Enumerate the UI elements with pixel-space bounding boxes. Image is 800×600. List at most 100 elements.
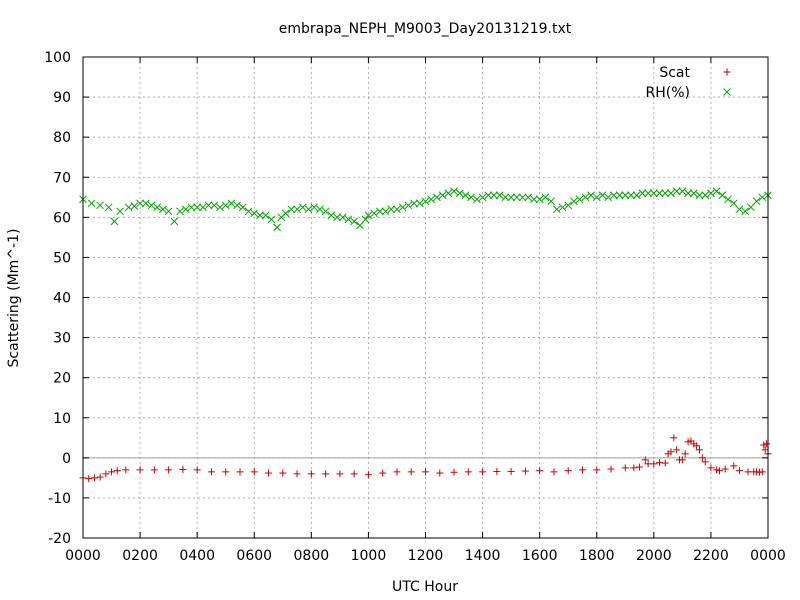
rh-point <box>164 207 173 216</box>
rh-point <box>427 195 436 204</box>
rh-point <box>461 191 470 200</box>
scat-point <box>90 474 98 482</box>
rh-point <box>393 205 401 214</box>
rh-point <box>667 189 675 198</box>
y-axis-ticks: -20 -10 0 10 20 30 40 50 60 70 80 90 100 <box>44 50 768 547</box>
rh-point <box>233 201 241 210</box>
rh-point <box>712 187 721 196</box>
scat-point <box>113 467 121 475</box>
x-tick-label: 2000 <box>636 548 672 564</box>
rh-point <box>707 189 715 198</box>
rh-point <box>333 213 341 222</box>
rh-point <box>141 199 150 208</box>
scat-point <box>564 467 572 475</box>
rh-point <box>581 193 590 202</box>
scat-point <box>379 469 387 477</box>
scat-point <box>279 469 287 477</box>
scat-point <box>96 473 104 481</box>
legend-marker-rh <box>723 88 731 96</box>
scat-point <box>236 468 244 476</box>
y-tick-label: 10 <box>53 411 71 427</box>
scat-point <box>136 466 144 474</box>
scat-point <box>507 467 515 475</box>
rh-point <box>444 189 453 198</box>
rh-point <box>370 209 378 218</box>
rh-point <box>410 199 418 208</box>
rh-point <box>267 215 276 224</box>
scat-point <box>715 467 723 475</box>
rh-point <box>199 203 207 212</box>
rh-point <box>227 199 236 208</box>
scat-point <box>735 467 743 475</box>
rh-point <box>587 191 595 200</box>
scat-point <box>758 468 766 476</box>
scat-point <box>761 446 769 454</box>
scat-point <box>436 469 444 477</box>
rh-point <box>181 205 190 214</box>
rh-point <box>433 193 441 202</box>
scat-point <box>307 470 315 478</box>
scat-point <box>479 468 487 476</box>
rh-point <box>473 195 481 204</box>
rh-point <box>398 203 407 212</box>
scat-point <box>422 468 429 476</box>
y-tick-label: 90 <box>53 90 71 106</box>
y-tick-label: -10 <box>48 491 71 507</box>
rh-point <box>316 205 324 214</box>
scat-point <box>678 456 686 464</box>
rh-point <box>110 217 119 226</box>
rh-point <box>170 217 179 226</box>
rh-point <box>104 203 113 212</box>
scat-point <box>179 465 187 473</box>
rh-point <box>490 191 498 200</box>
scat-point <box>621 464 629 472</box>
scat-point <box>730 462 738 470</box>
rh-point <box>287 205 296 214</box>
rh-point <box>467 193 476 202</box>
rh-point <box>644 189 652 198</box>
y-tick-label: 100 <box>44 50 71 66</box>
legend-scat-symbol <box>723 68 731 76</box>
rh-point <box>512 193 521 202</box>
rh-point <box>718 191 727 200</box>
rh-point <box>592 193 601 202</box>
y-tick-label: -20 <box>48 531 71 547</box>
rh-point <box>530 195 538 204</box>
x-tick-label: 2200 <box>693 548 729 564</box>
scat-point <box>521 467 529 475</box>
scat-point <box>636 463 644 471</box>
y-tick-label: 40 <box>53 291 71 307</box>
rh-point <box>256 211 264 220</box>
rh-point <box>96 201 104 210</box>
rh-point <box>621 191 630 200</box>
rh-point <box>649 189 658 198</box>
rh-point <box>216 203 224 212</box>
scat-point <box>293 470 301 478</box>
rh-point <box>375 207 384 216</box>
rh-point <box>304 205 313 214</box>
rh-point <box>381 207 390 216</box>
scat-point <box>364 471 372 479</box>
x-tick-label: 0200 <box>122 548 158 564</box>
rh-point <box>338 213 347 222</box>
x-tick-label: 0600 <box>236 548 272 564</box>
rh-point <box>518 193 527 202</box>
rh-point <box>484 191 493 200</box>
x-tick-label: 0000 <box>65 548 101 564</box>
scat-point <box>721 465 729 473</box>
rh-point <box>310 203 319 212</box>
rh-point <box>661 189 670 198</box>
scat-point <box>250 468 258 476</box>
rh-point <box>524 193 533 202</box>
rh-point <box>244 207 253 216</box>
chart-title: embrapa_NEPH_M9003_Day20131219.txt <box>279 21 572 37</box>
rh-point <box>404 201 413 210</box>
scat-point <box>550 468 558 476</box>
rh-point <box>387 205 396 214</box>
rh-point <box>598 191 607 200</box>
scat-point <box>641 456 649 464</box>
plot-frame <box>82 56 769 539</box>
rh-point <box>610 191 618 200</box>
scat-point <box>698 454 706 462</box>
